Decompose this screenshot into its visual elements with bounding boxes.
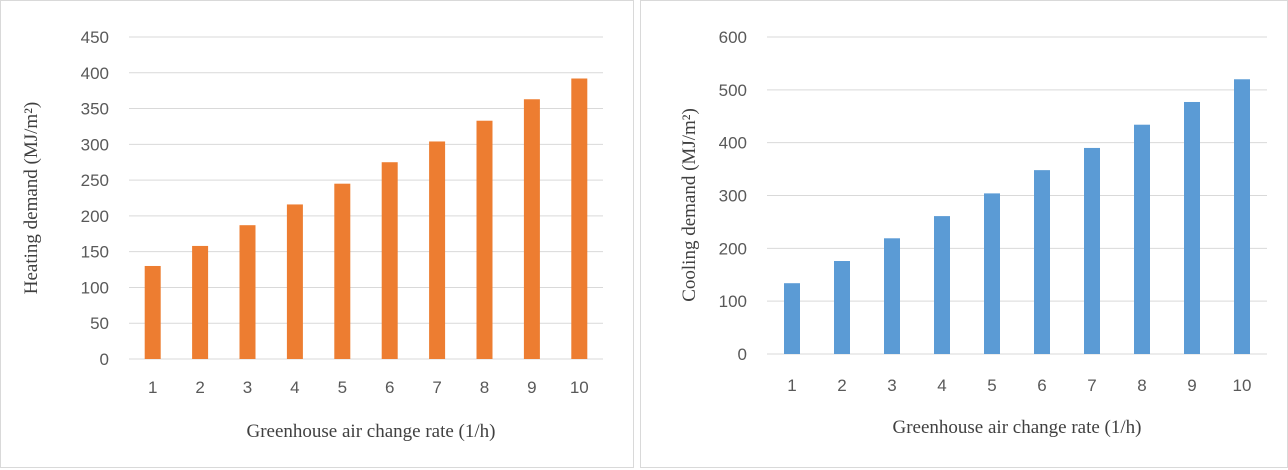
bar [1084, 147, 1100, 354]
bar [192, 245, 209, 359]
bar [286, 204, 303, 359]
y-tick-label: 100 [81, 278, 109, 297]
x-tick-label: 3 [887, 376, 896, 395]
bar [334, 183, 351, 359]
x-tick-label: 9 [1187, 376, 1196, 395]
x-tick-label: 1 [148, 378, 157, 397]
x-tick-label: 8 [480, 378, 489, 397]
x-tick-label: 10 [570, 378, 589, 397]
x-tick-label: 4 [937, 376, 946, 395]
x-tick-label: 8 [1137, 376, 1146, 395]
x-tick-label: 6 [1037, 376, 1046, 395]
y-tick-label: 300 [719, 187, 747, 206]
y-tick-label: 500 [719, 81, 747, 100]
x-tick-label: 9 [527, 378, 536, 397]
bar [934, 216, 950, 354]
y-tick-label: 350 [81, 100, 109, 119]
x-tick-label: 3 [243, 378, 252, 397]
y-tick-label: 400 [81, 64, 109, 83]
cooling-demand-chart: 0 100 200 300 400 500 600 1 2 3 4 5 6 7 8 9 10 Greenhou… [679, 28, 1267, 438]
x-tick-label: 1 [787, 376, 796, 395]
bar [571, 78, 588, 359]
bar [144, 265, 161, 359]
y-tick-label: 0 [100, 350, 109, 369]
bar [884, 238, 900, 354]
y-tick-label: 150 [81, 243, 109, 262]
bar [239, 225, 256, 359]
bar [1184, 101, 1200, 354]
x-tick-label: 6 [385, 378, 394, 397]
y-tick-label: 300 [81, 135, 109, 154]
heating-chart-panel: 0 50 100 150 200 250 300 350 400 450 1 2 3 4 5 6 7 8 9 10 … [0, 0, 634, 468]
x-tick-label: 4 [290, 378, 299, 397]
bar [476, 120, 493, 359]
bar [1234, 79, 1250, 355]
y-tick-label: 0 [738, 345, 747, 364]
x-tick-label: 2 [195, 378, 204, 397]
y-tick-label: 450 [81, 28, 109, 47]
y-axis-title: Heating demand (MJ/m²) [21, 102, 42, 295]
x-tick-label: 7 [432, 378, 441, 397]
y-tick-label: 100 [719, 292, 747, 311]
bar [834, 261, 850, 354]
y-tick-label: 250 [81, 171, 109, 190]
y-tick-label: 200 [719, 239, 747, 258]
bar [523, 99, 540, 360]
y-tick-label: 50 [90, 314, 109, 333]
x-tick-label: 10 [1233, 376, 1252, 395]
bar [429, 141, 446, 359]
x-tick-label: 2 [837, 376, 846, 395]
y-tick-label: 400 [719, 134, 747, 153]
y-axis-title: Cooling demand (MJ/m²) [679, 108, 700, 302]
bar [784, 283, 800, 354]
bar [381, 162, 398, 359]
bar [1034, 170, 1050, 354]
cooling-chart-panel: 0 100 200 300 400 500 600 1 2 3 4 5 6 7 8 9 10 Greenhou… [640, 0, 1288, 468]
bar [1134, 124, 1150, 354]
y-tick-label: 600 [719, 28, 747, 47]
y-tick-label: 200 [81, 207, 109, 226]
bar [984, 193, 1000, 354]
x-axis-title: Greenhouse air change rate (1/h) [247, 421, 496, 442]
x-tick-label: 5 [338, 378, 347, 397]
x-tick-label: 7 [1087, 376, 1096, 395]
x-tick-label: 5 [987, 376, 996, 395]
x-axis-title: Greenhouse air change rate (1/h) [893, 417, 1142, 438]
